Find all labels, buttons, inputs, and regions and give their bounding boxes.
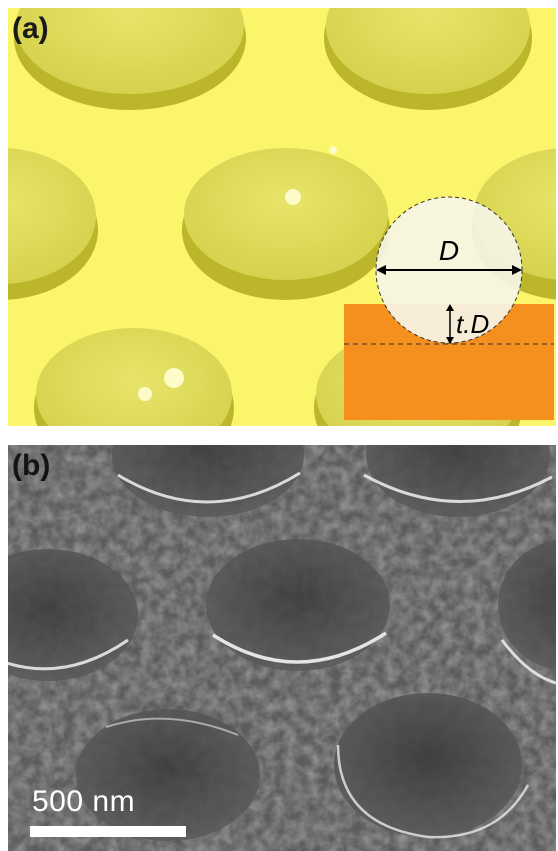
panel-a-label: (a) bbox=[12, 12, 49, 45]
panel-b-label: (b) bbox=[12, 449, 51, 482]
pit-bottom-left bbox=[34, 328, 234, 426]
hole-middle-right bbox=[498, 539, 556, 685]
sem-micrograph bbox=[8, 445, 556, 851]
hole-top-left bbox=[112, 445, 304, 517]
hole-middle-left bbox=[8, 549, 138, 681]
depth-label: t.D bbox=[456, 309, 489, 339]
diameter-label: D bbox=[439, 235, 459, 266]
pit-middle-center bbox=[182, 146, 390, 300]
pit-middle-left bbox=[8, 148, 98, 300]
depth-arrow bbox=[446, 304, 454, 344]
pit-top-right bbox=[324, 8, 532, 110]
panel-b-sem-image: (b) 500 nm bbox=[8, 445, 556, 851]
hole-top-right bbox=[363, 445, 553, 517]
pit-array-illustration: D t.D bbox=[8, 8, 556, 426]
hole-bottom-right bbox=[334, 693, 530, 839]
hole-middle-center bbox=[206, 539, 390, 671]
hole-bottom-left bbox=[76, 709, 260, 841]
scale-bar bbox=[30, 826, 186, 837]
diameter-arrow bbox=[376, 265, 522, 275]
panel-a-schematic: D t.D (a) bbox=[8, 8, 556, 426]
pit-top-left bbox=[14, 8, 246, 110]
scale-bar-label: 500 nm bbox=[32, 785, 136, 818]
